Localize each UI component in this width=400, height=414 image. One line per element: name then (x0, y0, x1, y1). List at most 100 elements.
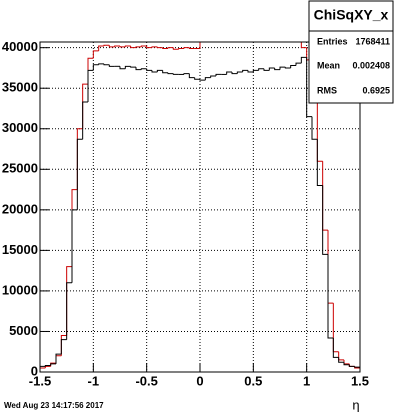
histogram-bin (76, 138, 83, 210)
stats-value: 0.002408 (352, 60, 390, 70)
histogram-bin (338, 357, 344, 363)
histogram-bin (82, 101, 88, 140)
timestamp: Wed Aug 23 14:17:56 2017 (4, 401, 104, 410)
histogram-bin (60, 339, 67, 355)
histogram-bin (295, 62, 302, 66)
stats-label: RMS (317, 85, 337, 95)
y-tick-label: 10000 (2, 282, 38, 297)
histogram-bin (274, 67, 280, 71)
x-tick-label: -0.5 (135, 373, 157, 388)
histogram-bin (40, 367, 46, 372)
histogram-bin (332, 337, 339, 358)
histogram-bin (50, 363, 56, 366)
histogram-bin (300, 56, 307, 64)
histogram-bin (140, 68, 147, 70)
y-tick-label: 30000 (2, 120, 38, 135)
histogram-bin (316, 139, 323, 187)
histogram-bin (162, 70, 168, 74)
histogram-bin (87, 69, 94, 102)
x-tick-label: -1 (88, 373, 100, 388)
x-tick-label: 1.5 (351, 373, 369, 388)
histogram-bin (71, 209, 78, 283)
stats-value: 0.6925 (362, 85, 390, 95)
histogram-bin (172, 73, 179, 75)
histogram-bin (247, 70, 254, 73)
histogram-bin (311, 116, 318, 140)
stats-title-box (308, 0, 394, 32)
histogram-bin (199, 42, 201, 49)
histogram-bin (135, 46, 142, 48)
histogram-bin (55, 353, 62, 364)
histogram-bin (327, 254, 334, 339)
histogram-bin (140, 45, 147, 47)
y-tick-label: 0 (31, 363, 38, 378)
x-tick-label: -1.5 (29, 373, 51, 388)
histogram-bin (268, 67, 275, 71)
y-tick-label: 35000 (2, 80, 38, 95)
histogram-bin (354, 366, 360, 372)
histogram-bin (108, 64, 115, 67)
histogram-bin (290, 65, 296, 68)
x-axis-label: η (352, 397, 359, 412)
histogram-bin (348, 364, 355, 367)
histogram-bin (151, 46, 158, 48)
histogram-bin (306, 57, 312, 118)
histogram-bin (172, 47, 179, 50)
histogram-bin (151, 70, 158, 73)
histogram-bin (119, 66, 126, 70)
histogram-bin (199, 79, 206, 81)
histogram-bin (231, 72, 238, 75)
histogram-bin (252, 69, 259, 72)
y-tick-label: 40000 (2, 39, 38, 54)
x-tick-label: 0.5 (244, 373, 262, 388)
histogram-bin (108, 45, 115, 48)
histogram-bin (156, 46, 163, 49)
histogram-bin (40, 365, 46, 372)
histogram-bin (103, 63, 110, 66)
histogram-bin (194, 77, 200, 80)
histogram-bin (92, 50, 99, 59)
stats-body (308, 30, 394, 104)
histogram-bin (162, 47, 168, 49)
histogram-bin (279, 66, 286, 70)
histogram-bin (188, 73, 195, 79)
x-tick-label: 1 (303, 373, 310, 388)
histogram-bin (98, 63, 104, 65)
histogram-bin (92, 64, 99, 71)
histogram-bin (146, 46, 152, 49)
histogram-bin (178, 47, 184, 50)
y-tick-label: 20000 (2, 201, 38, 216)
stats-title: ChiSqXY_x (314, 7, 389, 23)
histogram-bin (210, 75, 216, 78)
histogram-bin (146, 68, 152, 71)
histogram-bin (183, 73, 190, 75)
stats-label: Entries (317, 36, 348, 46)
histogram-bin (322, 185, 328, 255)
histogram-bin (98, 45, 104, 51)
histogram-bin (226, 71, 232, 75)
histogram-bin (258, 68, 264, 71)
histogram-bin (66, 282, 72, 340)
histograms (40, 42, 360, 372)
y-tick-label: 25000 (2, 161, 38, 176)
stats-box: ChiSqXY_x Entries 1768411 Mean 0.002408 … (308, 0, 394, 104)
histogram-bin (183, 47, 190, 49)
histogram-bin (103, 44, 110, 47)
stats-value: 1768411 (355, 36, 390, 46)
histogram-bin (215, 73, 222, 77)
histogram-bin (130, 46, 136, 49)
histogram-bin (284, 67, 291, 69)
stats-label: Mean (317, 60, 340, 70)
histogram-bin (44, 365, 51, 367)
histogram-bin (124, 45, 131, 47)
histogram-bin (242, 69, 248, 72)
histogram-bin (188, 47, 195, 49)
y-tick-label: 15000 (2, 242, 38, 257)
histogram-bin (263, 68, 270, 71)
y-tick-label: 5000 (9, 323, 38, 338)
histogram-bin (167, 72, 174, 75)
histogram-bin (119, 46, 126, 48)
histogram-bin (135, 67, 142, 71)
histogram-bin (343, 362, 350, 366)
